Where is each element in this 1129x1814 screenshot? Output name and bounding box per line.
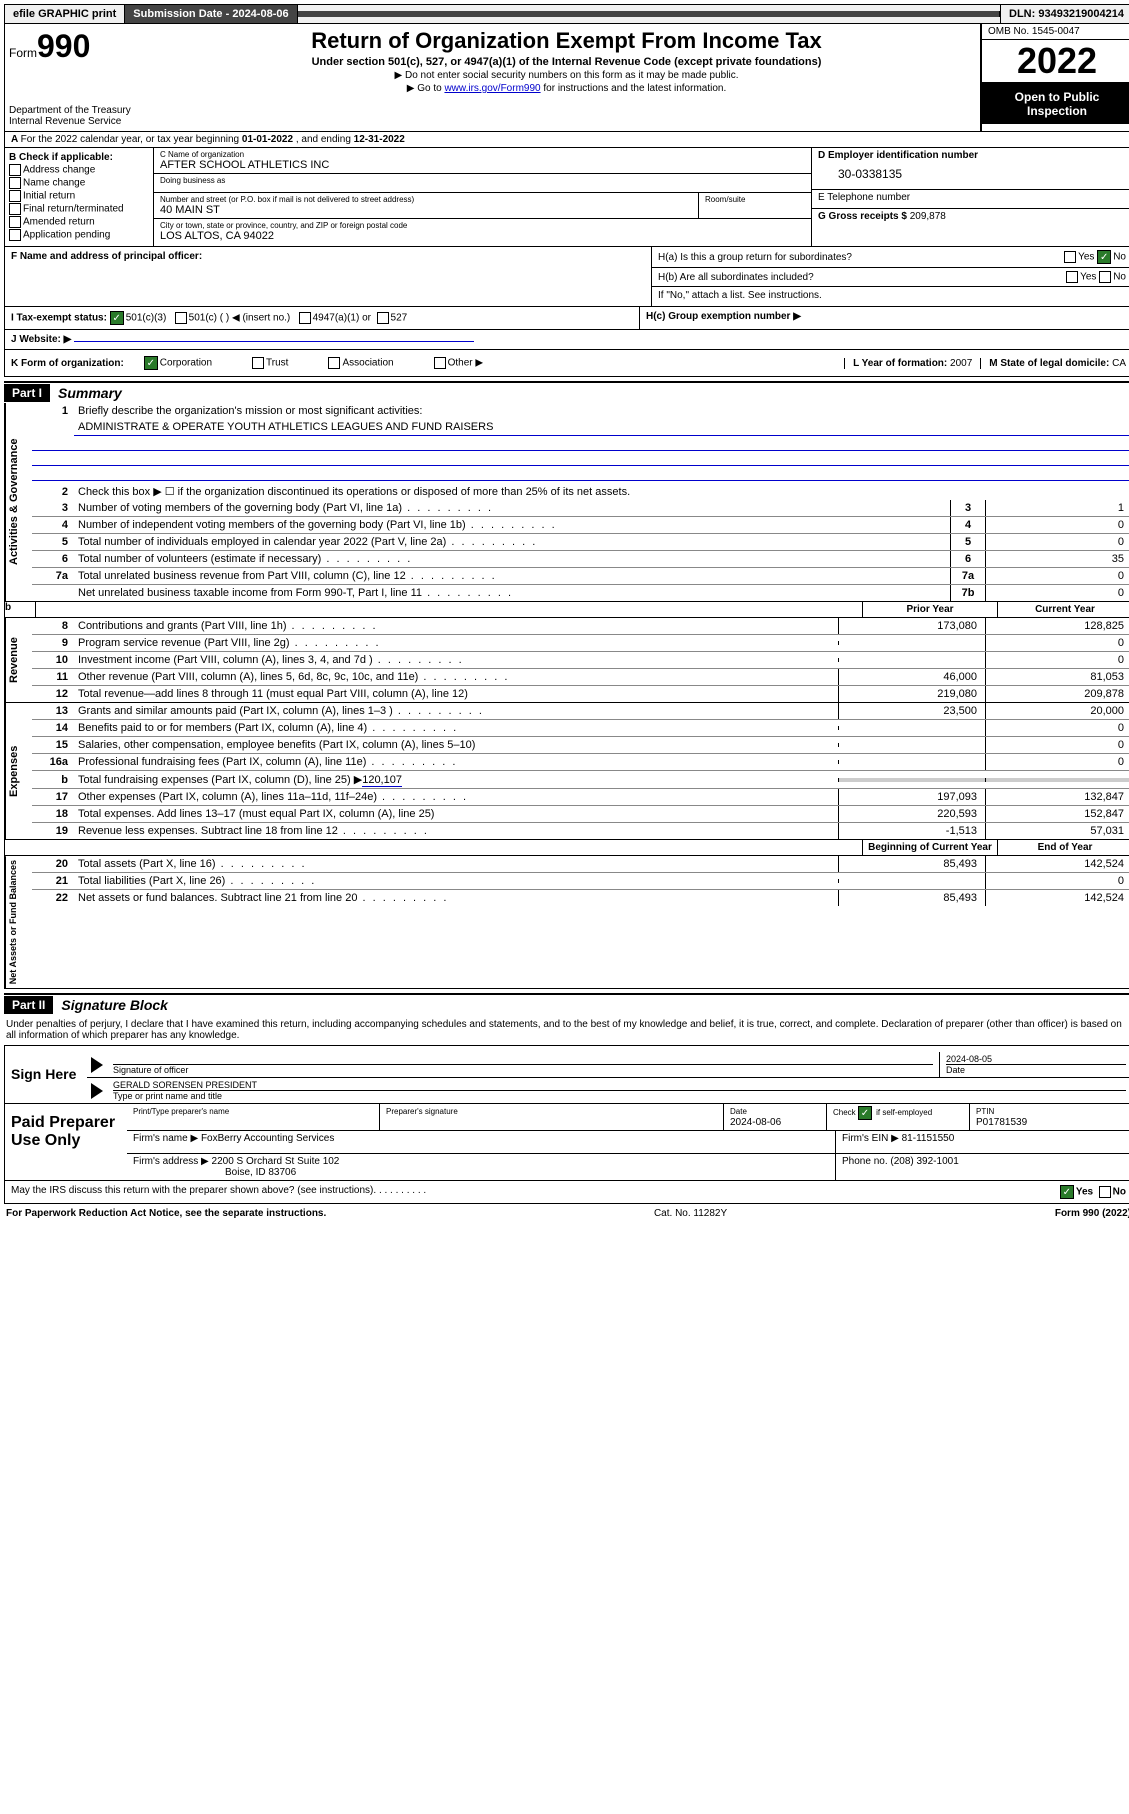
ein: 30-0338135 [818,161,1126,187]
page-footer: For Paperwork Reduction Act Notice, see … [4,1204,1129,1223]
sign-here-block: Sign Here Signature of officer 2024-08-0… [4,1045,1129,1104]
header-right: OMB No. 1545-0047 2022 Open to Public In… [980,24,1129,131]
col-right: D Employer identification number30-03381… [811,148,1129,246]
part-i-header: Part I Summary [4,381,1129,403]
spacer [298,11,1000,17]
top-bar: efile GRAPHIC print Submission Date - 20… [4,4,1129,24]
arrow-icon [91,1083,103,1099]
header-left: Form990 Department of the Treasury Inter… [5,24,153,131]
discuss-row: May the IRS discuss this return with the… [4,1181,1129,1204]
row-j: J Website: ▶ [4,330,1129,350]
header-mid: Return of Organization Exempt From Incom… [153,24,980,131]
penalty-text: Under penalties of perjury, I declare th… [4,1015,1129,1045]
form-header: Form990 Department of the Treasury Inter… [4,24,1129,132]
form-title: Return of Organization Exempt From Incom… [157,28,976,54]
col-mid: C Name of organizationAFTER SCHOOL ATHLE… [154,148,811,246]
firm-name: FoxBerry Accounting Services [201,1133,334,1144]
dln-cell: DLN: 93493219004214 [1000,5,1129,23]
row-i: I Tax-exempt status: ✓501(c)(3) 501(c) (… [4,307,1129,330]
submission-date-cell: Submission Date - 2024-08-06 [125,5,297,23]
paid-preparer-block: Paid Preparer Use Only Print/Type prepar… [4,1104,1129,1181]
tax-year: 2022 [982,40,1129,84]
row-k: K Form of organization: ✓Corporation Tru… [4,350,1129,377]
f-h-row: F Name and address of principal officer:… [4,247,1129,307]
arrow-icon [91,1057,103,1073]
summary-table: Activities & Governance 1Briefly describ… [4,403,1129,989]
part-ii-header: Part II Signature Block [4,993,1129,1015]
efile-link[interactable]: efile GRAPHIC print [5,5,125,23]
org-name: AFTER SCHOOL ATHLETICS INC [160,159,329,171]
line-a: A For the 2022 calendar year, or tax yea… [4,132,1129,148]
col-b-checkboxes: B Check if applicable: Address change Na… [5,148,154,246]
gross-receipts: 209,878 [910,211,946,222]
info-grid: B Check if applicable: Address change Na… [4,148,1129,247]
irs-link[interactable]: www.irs.gov/Form990 [444,83,540,94]
officer-name: GERALD SORENSEN PRESIDENT [113,1080,1126,1090]
